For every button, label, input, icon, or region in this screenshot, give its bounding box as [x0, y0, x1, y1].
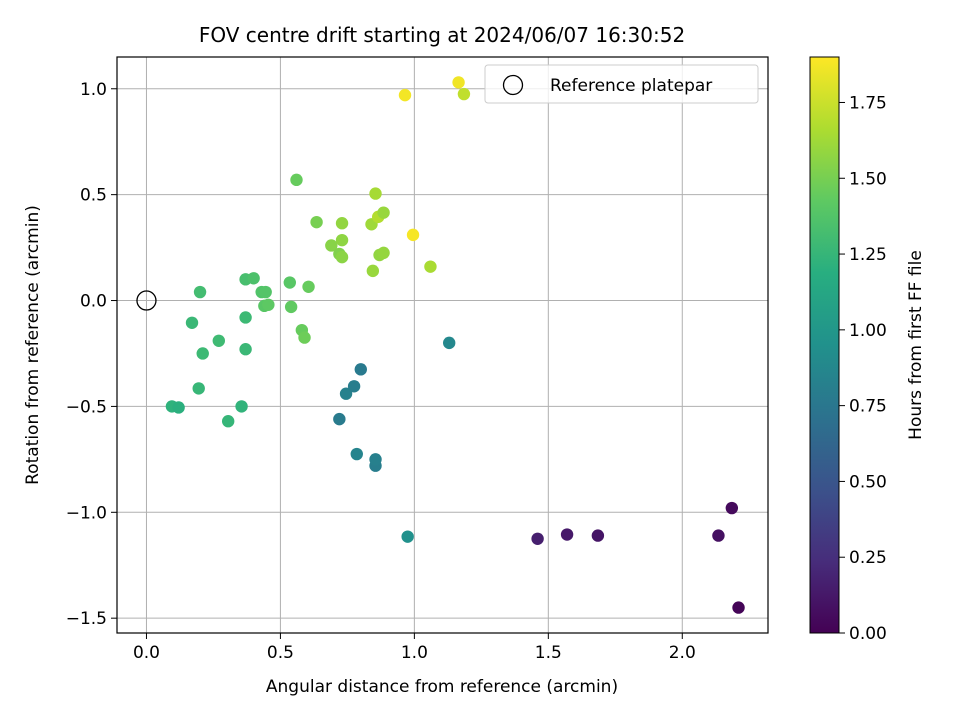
scatter-point: [531, 532, 544, 545]
colorbar: [809, 56, 840, 634]
y-tick-label: −1.0: [66, 503, 107, 523]
colorbar-tick-label: 1.00: [849, 321, 887, 341]
scatter-point: [366, 264, 380, 278]
scatter-point: [283, 276, 296, 289]
scatter-point: [333, 412, 346, 426]
scatter-point: [259, 285, 272, 299]
x-axis-label: Angular distance from reference (arcmin): [266, 677, 618, 697]
scatter-point: [452, 76, 465, 89]
chart-title: FOV centre drift starting at 2024/06/07 …: [199, 23, 685, 47]
y-tick-label: 1.0: [80, 80, 107, 100]
x-tick-label: 2.0: [669, 643, 696, 663]
plot-frame: [116, 56, 769, 634]
y-tick-label: −0.5: [66, 397, 107, 417]
x-tick-label: 0.5: [267, 643, 294, 663]
scatter-point: [732, 601, 745, 614]
scatter-point: [284, 300, 298, 314]
scatter-point: [302, 280, 315, 293]
legend: Reference platepar: [484, 64, 759, 104]
scatter-point: [369, 187, 382, 200]
scatter-point: [235, 400, 248, 413]
scatter-point: [239, 343, 252, 356]
scatter-point: [290, 173, 303, 187]
scatter-point: [185, 316, 199, 329]
scatter-point: [335, 233, 349, 247]
x-axis-ticks: 0.0 0.5 1.0 1.5 2.0: [133, 633, 696, 663]
scatter-point: [335, 250, 349, 264]
scatter-point: [350, 447, 363, 461]
y-tick-label: −1.5: [66, 609, 107, 629]
scatter-point: [193, 285, 207, 299]
legend-marker-open-circle: [502, 74, 524, 96]
colorbar-tick-label: 1.25: [849, 245, 887, 265]
scatter-point: [172, 401, 185, 414]
y-tick-label: 0.0: [80, 292, 107, 312]
plot-area: [117, 57, 768, 633]
scatter-point: [212, 334, 226, 347]
scatter-point: [347, 380, 361, 393]
scatter-point: [369, 453, 382, 466]
scatter-points: [165, 76, 745, 614]
scatter-point: [377, 206, 390, 219]
colorbar-tick-label: 0.50: [849, 472, 887, 492]
reference-marker-group: [136, 290, 157, 311]
scatter-point: [196, 347, 209, 360]
legend-label: Reference platepar: [550, 76, 712, 96]
scatter-point: [354, 363, 367, 376]
x-tick-label: 1.0: [401, 643, 428, 663]
reference-platepar-marker: [136, 290, 157, 311]
scatter-point: [560, 528, 574, 541]
x-tick-label: 1.5: [535, 643, 562, 663]
y-axis-label: Rotation from reference (arcmin): [23, 205, 43, 485]
colorbar-tick-label: 0.75: [849, 397, 887, 417]
scatter-point: [298, 331, 311, 344]
scatter-point: [406, 228, 420, 242]
scatter-point: [725, 501, 739, 515]
colorbar-ticks: 0.00 0.25 0.50 0.75 1.00 1.25 1.50 1.75: [839, 93, 887, 644]
scatter-point: [221, 415, 235, 428]
scatter-point: [247, 272, 260, 285]
scatter-point: [712, 529, 725, 542]
scatter-point: [335, 217, 349, 230]
scatter-point: [377, 246, 390, 260]
colorbar-label: Hours from first FF file: [906, 250, 926, 440]
scatter-point: [442, 336, 456, 350]
scatter-point: [398, 88, 412, 102]
scatter-point: [424, 260, 437, 273]
colorbar-tick-label: 1.50: [849, 169, 887, 189]
scatter-point: [192, 382, 205, 395]
colorbar-tick-label: 1.75: [849, 93, 887, 113]
colorbar-tick-label: 0.25: [849, 548, 887, 568]
y-tick-label: 0.5: [80, 186, 107, 206]
scatter-point: [457, 87, 471, 101]
scatter-point: [339, 387, 353, 400]
scatter-point: [239, 311, 252, 324]
scatter-point: [401, 530, 414, 543]
y-axis-ticks: −1.5 −1.0 −0.5 0.0 0.5 1.0: [66, 80, 117, 629]
scatter-point: [325, 239, 338, 252]
scatter-point: [591, 529, 605, 542]
scatter-point: [310, 215, 323, 229]
x-tick-label: 0.0: [133, 643, 160, 663]
legend-box: [484, 64, 759, 104]
scatter-point: [262, 298, 275, 311]
colorbar-tick-label: 0.00: [849, 624, 887, 644]
